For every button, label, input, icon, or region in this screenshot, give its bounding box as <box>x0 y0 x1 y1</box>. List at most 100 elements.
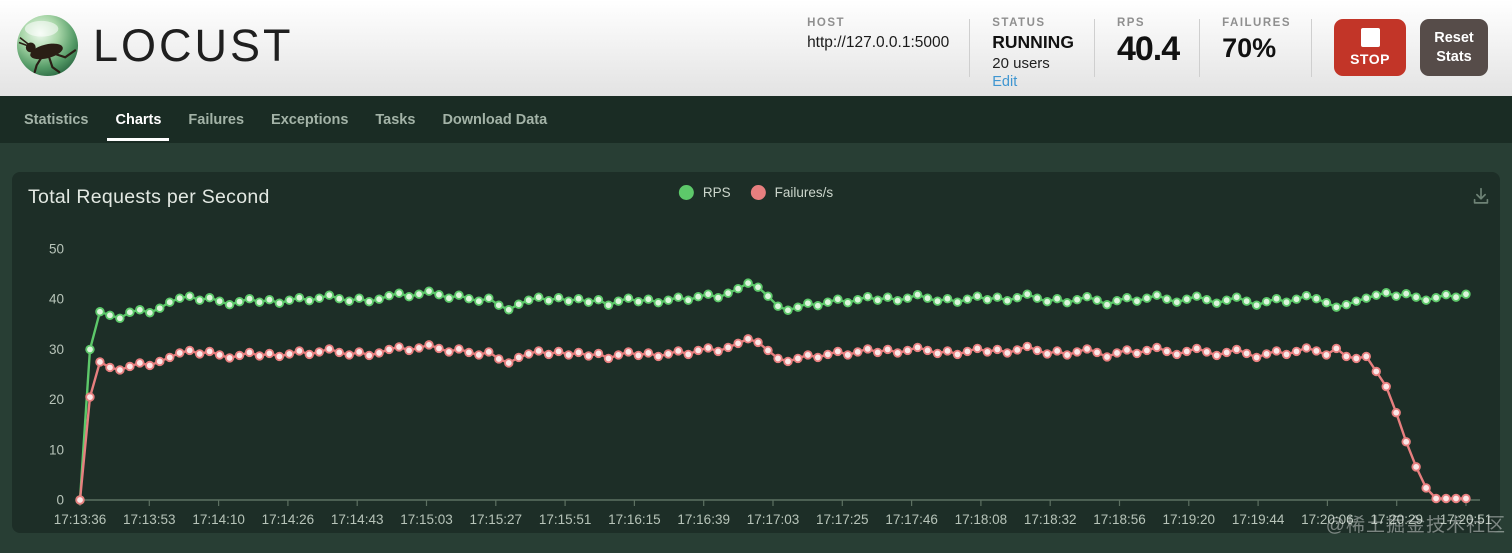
tab-charts[interactable]: Charts <box>107 96 170 143</box>
data-point <box>155 303 165 313</box>
data-point <box>1092 347 1102 358</box>
data-point <box>125 361 135 372</box>
stop-square-icon <box>1360 28 1380 47</box>
data-point <box>753 337 763 348</box>
data-point <box>1341 300 1352 310</box>
data-point <box>464 293 474 304</box>
data-point <box>683 295 693 305</box>
data-point <box>633 297 644 307</box>
data-point <box>504 358 514 368</box>
data-point <box>344 296 354 306</box>
data-point <box>902 345 913 356</box>
data-point <box>135 305 145 315</box>
data-point <box>872 347 883 358</box>
legend-item-rps[interactable]: RPS <box>678 185 731 200</box>
data-point <box>653 298 664 308</box>
data-point <box>1411 462 1421 472</box>
y-axis-label: 40 <box>49 292 64 307</box>
data-point <box>364 350 374 361</box>
data-point <box>1441 493 1451 504</box>
download-icon[interactable] <box>1470 185 1492 207</box>
data-point <box>1042 349 1052 359</box>
rps-legend-label: RPS <box>702 185 731 200</box>
data-point <box>284 349 295 359</box>
x-axis-label: 17:13:53 <box>123 512 176 527</box>
data-point <box>1291 346 1302 357</box>
x-axis-label: 17:19:20 <box>1163 512 1216 527</box>
data-point <box>214 350 225 360</box>
header-stats: HOST http://127.0.0.1:5000 STATUS RUNNIN… <box>785 0 1488 96</box>
data-point <box>543 296 554 306</box>
data-point <box>843 350 853 360</box>
stop-button[interactable]: STOP <box>1334 19 1406 76</box>
data-point <box>623 293 634 303</box>
data-point <box>1152 342 1162 353</box>
data-point <box>314 293 325 303</box>
x-axis-label: 17:15:27 <box>470 512 523 527</box>
data-point <box>1122 345 1132 355</box>
edit-link[interactable]: Edit <box>992 74 1018 90</box>
tab-statistics[interactable]: Statistics <box>24 111 89 128</box>
data-point <box>194 295 205 305</box>
data-point <box>1411 292 1421 302</box>
data-point <box>514 352 524 363</box>
data-point <box>1361 293 1371 303</box>
data-point <box>1391 291 1401 301</box>
data-point <box>464 347 474 358</box>
stop-button-label: STOP <box>1350 51 1390 67</box>
data-point <box>573 293 584 304</box>
data-point <box>384 290 394 301</box>
data-point <box>1391 407 1401 418</box>
data-point <box>593 295 604 305</box>
data-point <box>434 343 444 354</box>
data-point <box>1231 292 1242 302</box>
rps-chart: 17:13:36 17:13:53 17:14:10 17:14:26 17:14:43… <box>49 242 1492 528</box>
data-point <box>783 356 793 367</box>
x-axis-label: 17:15:03 <box>400 512 453 527</box>
data-point <box>872 295 883 305</box>
tab-tasks[interactable]: Tasks <box>375 111 416 128</box>
data-point <box>1212 298 1222 308</box>
data-point <box>1082 291 1092 302</box>
data-point <box>1082 344 1092 354</box>
status-block: STATUS RUNNING 20 users Edit <box>970 0 1094 90</box>
data-point <box>1401 288 1411 299</box>
data-point <box>763 291 773 301</box>
data-point <box>1192 291 1202 301</box>
data-point <box>863 291 873 302</box>
legend-item-failures[interactable]: Failures/s <box>750 185 833 200</box>
data-point <box>1351 353 1362 364</box>
data-point <box>1012 345 1022 355</box>
data-point <box>125 307 135 317</box>
data-point <box>194 349 205 359</box>
data-point <box>733 338 743 349</box>
data-point <box>324 344 334 354</box>
data-point <box>803 298 813 308</box>
data-point <box>304 349 315 360</box>
brand: LOCUST <box>16 14 294 77</box>
data-point <box>833 346 843 357</box>
tab-exceptions[interactable]: Exceptions <box>271 111 349 128</box>
data-point <box>972 343 983 354</box>
data-point <box>1451 292 1461 302</box>
data-point <box>274 351 285 362</box>
data-point <box>962 346 973 357</box>
data-point <box>922 345 933 356</box>
data-point <box>1002 348 1013 358</box>
data-point <box>1142 293 1152 303</box>
data-point <box>1042 297 1052 307</box>
app-title: LOCUST <box>93 19 294 71</box>
data-point <box>1281 297 1292 307</box>
data-point <box>713 292 723 303</box>
x-axis-label: 17:18:56 <box>1093 512 1146 527</box>
data-point <box>823 349 833 360</box>
data-point <box>1221 295 1232 305</box>
failures-legend-dot-icon <box>750 185 766 200</box>
reset-stats-button[interactable]: Reset Stats <box>1420 19 1488 76</box>
data-point <box>504 305 514 315</box>
data-point <box>962 294 973 304</box>
tab-download-data[interactable]: Download Data <box>442 111 548 128</box>
tab-failures[interactable]: Failures <box>188 111 245 128</box>
data-point <box>1241 348 1252 359</box>
data-point <box>1311 293 1322 304</box>
